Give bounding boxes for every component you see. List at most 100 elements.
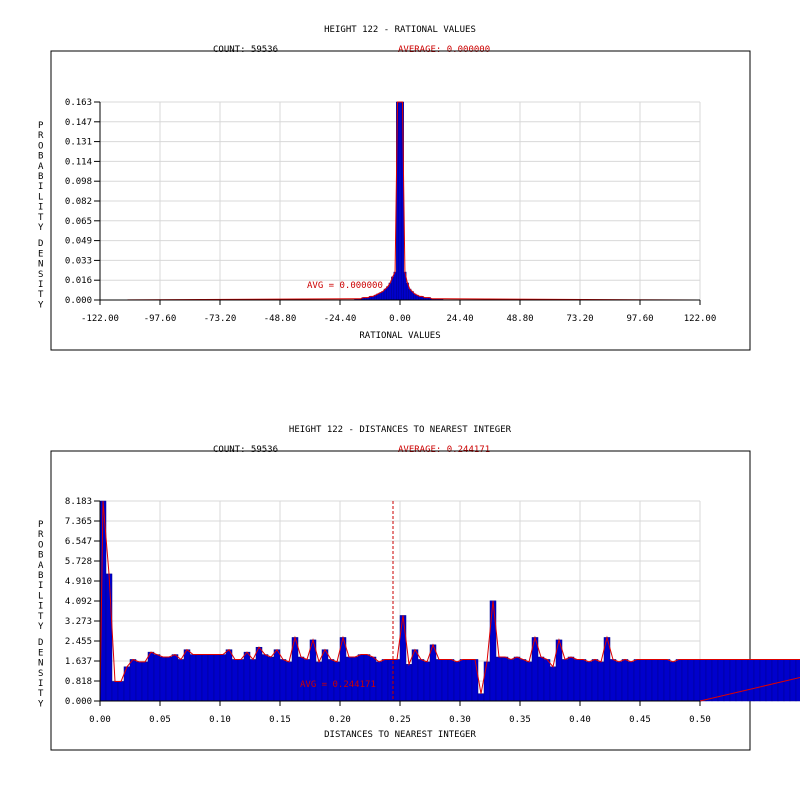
histogram-bar <box>621 659 629 702</box>
histogram-bar <box>273 649 281 702</box>
x-tick-label: 0.30 <box>449 715 471 725</box>
histogram-bar <box>237 659 245 702</box>
y-axis-label-letter: I <box>38 679 43 689</box>
histogram-bar <box>411 649 419 702</box>
histogram-bar <box>357 654 365 702</box>
histogram-bar <box>391 276 395 301</box>
histogram-bar <box>639 659 647 702</box>
avg-marker-label: AVG = 0.244171 <box>300 680 376 690</box>
y-axis-label-letter: T <box>38 290 44 300</box>
histogram-bar <box>771 659 779 702</box>
histogram-bar <box>447 659 455 702</box>
x-tick-label: -97.60 <box>144 314 177 324</box>
x-tick-label: -24.40 <box>324 314 357 324</box>
y-tick-label: 2.455 <box>65 637 92 647</box>
histogram-bar <box>441 659 449 702</box>
histogram-bar <box>645 659 653 702</box>
x-tick-label: 0.45 <box>629 715 651 725</box>
histogram-bar <box>483 661 491 702</box>
histogram-bar <box>597 661 605 702</box>
y-axis-label-letter: A <box>38 162 44 172</box>
histogram-bar <box>567 656 575 702</box>
x-tick-label: 0.25 <box>389 715 411 725</box>
histogram-bar <box>465 659 473 702</box>
histogram-bar <box>429 644 437 702</box>
histogram-bar <box>225 649 233 702</box>
y-tick-label: 0.114 <box>65 157 92 167</box>
histogram-bar <box>378 292 382 301</box>
histogram-bar <box>477 693 485 702</box>
histogram-bar <box>393 659 401 702</box>
histogram-bar <box>231 659 239 702</box>
histogram-bar <box>579 659 587 702</box>
y-axis-label-letter: R <box>38 131 44 141</box>
histogram-bar <box>153 654 161 702</box>
histogram-bar <box>279 659 287 702</box>
x-tick-label: 0.05 <box>149 715 171 725</box>
histogram-bar <box>711 659 719 702</box>
histogram-bar <box>285 661 293 702</box>
y-axis-label-letter: I <box>38 203 43 213</box>
x-tick-label: -122.00 <box>81 314 119 324</box>
histogram-bar <box>519 659 527 702</box>
x-tick-label: 0.35 <box>509 715 531 725</box>
histogram-bar <box>501 656 509 702</box>
y-axis-label-letter: R <box>38 530 44 540</box>
histogram-bar <box>201 654 209 702</box>
histogram-bar <box>195 654 203 702</box>
y-tick-label: 0.065 <box>65 217 92 227</box>
histogram-bar <box>669 661 677 702</box>
histogram-bar <box>267 656 275 702</box>
histogram-bar <box>495 656 503 702</box>
histogram-bar <box>681 659 689 702</box>
histogram-bar <box>159 656 167 702</box>
histogram-bar <box>105 573 113 702</box>
y-tick-label: 4.910 <box>65 577 92 587</box>
histogram-bar <box>165 656 173 702</box>
y-tick-label: 0.098 <box>65 177 92 187</box>
y-axis-label-letter: O <box>38 540 43 550</box>
y-axis-label-letter: T <box>38 612 44 622</box>
histogram-bar <box>759 659 767 702</box>
density-line <box>99 101 701 301</box>
density-curve <box>99 101 701 301</box>
histogram-bar <box>405 664 413 702</box>
histogram-bar <box>219 654 227 702</box>
plot-frame <box>50 50 751 351</box>
y-axis-label-letter: O <box>38 141 43 151</box>
density-line <box>99 500 800 702</box>
histogram-bar <box>207 654 215 702</box>
histogram-bar <box>705 659 713 702</box>
histogram-bar <box>663 659 671 702</box>
y-tick-label: 5.728 <box>65 557 92 567</box>
histogram-bar <box>147 651 155 702</box>
x-tick-label: 97.60 <box>626 314 653 324</box>
histogram-bar <box>243 651 251 702</box>
histogram-bar <box>633 659 641 702</box>
y-axis-label-letter: B <box>38 571 43 581</box>
histogram-bar <box>111 681 119 702</box>
y-axis-label-letter: E <box>38 249 43 259</box>
histogram-bar <box>537 656 545 702</box>
histogram-bar <box>141 661 149 702</box>
histogram-bar <box>471 659 479 702</box>
x-tick-label: 0.50 <box>689 715 711 725</box>
histogram-bar <box>375 661 383 702</box>
histogram-bar <box>383 288 387 301</box>
histogram-bar <box>573 659 581 702</box>
y-axis-label-letter: Y <box>38 223 44 233</box>
histogram-bar <box>735 659 743 702</box>
average-label: AVERAGE: 0.244171 <box>398 445 490 455</box>
plot-frame <box>50 450 751 751</box>
x-tick-label: 0.40 <box>569 715 591 725</box>
y-axis-label-letter: S <box>38 669 43 679</box>
histogram-bar <box>699 659 707 702</box>
histogram-bar <box>183 649 191 702</box>
y-tick-label: 0.000 <box>65 697 92 707</box>
histogram-bar <box>609 659 617 702</box>
y-axis-label-letter: L <box>38 591 43 601</box>
y-axis-label-letter: A <box>38 561 44 571</box>
histogram-bar <box>657 659 665 702</box>
histogram-bar <box>717 659 725 702</box>
histogram-bar <box>453 661 461 702</box>
